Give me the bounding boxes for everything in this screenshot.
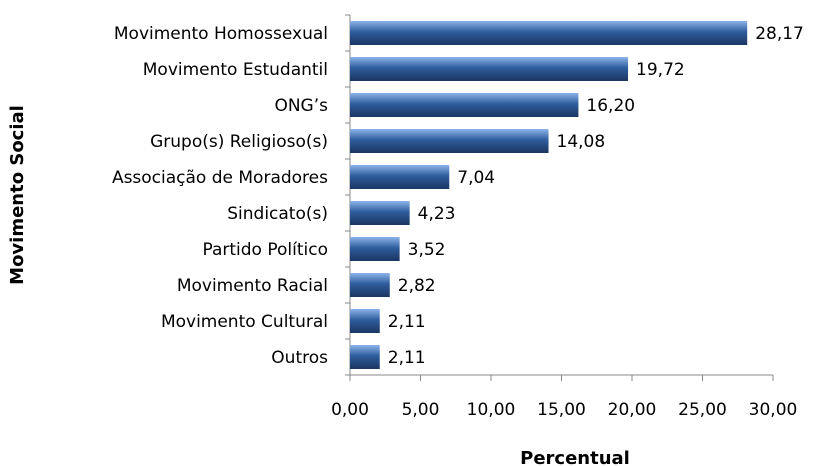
value-label: 16,20 [586, 96, 635, 116]
x-tick-label: 25,00 [678, 400, 727, 420]
value-label: 19,72 [636, 60, 685, 80]
bar [350, 93, 579, 117]
y-tick-label: Grupo(s) Religioso(s) [150, 132, 328, 152]
x-tick-label: 10,00 [467, 400, 516, 420]
bar [350, 273, 390, 297]
x-axis-title: Percentual [520, 448, 630, 466]
value-label: 28,17 [755, 24, 804, 44]
bar [350, 165, 450, 189]
x-tick-label: 15,00 [537, 400, 586, 420]
bar [350, 57, 629, 81]
x-tick-label: 0,00 [331, 400, 369, 420]
bar [350, 237, 400, 261]
y-tick-label: Movimento Cultural [161, 312, 328, 332]
value-label: 7,04 [457, 168, 495, 188]
value-label: 2,82 [398, 276, 436, 296]
y-tick-label: Movimento Homossexual [114, 24, 328, 44]
y-tick-label: Movimento Estudantil [143, 60, 328, 80]
x-tick-label: 5,00 [402, 400, 440, 420]
x-tick-label: 20,00 [608, 400, 657, 420]
bar [350, 201, 410, 225]
y-tick-label: Partido Político [202, 240, 328, 260]
bar [350, 129, 549, 153]
y-tick-label: Associação de Moradores [112, 168, 328, 188]
y-tick-label: Outros [271, 348, 328, 368]
value-label: 2,11 [388, 312, 426, 332]
y-tick-label: ONG’s [274, 96, 328, 116]
y-axis-title: Movimento Social [7, 105, 28, 285]
value-label: 2,11 [388, 348, 426, 368]
value-label: 14,08 [557, 132, 606, 152]
bar [350, 345, 380, 369]
value-label: 4,23 [418, 204, 456, 224]
y-tick-label: Sindicato(s) [227, 204, 328, 224]
bar [350, 21, 748, 45]
bar [350, 309, 380, 333]
value-label: 3,52 [408, 240, 446, 260]
x-tick-label: 30,00 [749, 400, 798, 420]
y-tick-label: Movimento Racial [177, 276, 328, 296]
